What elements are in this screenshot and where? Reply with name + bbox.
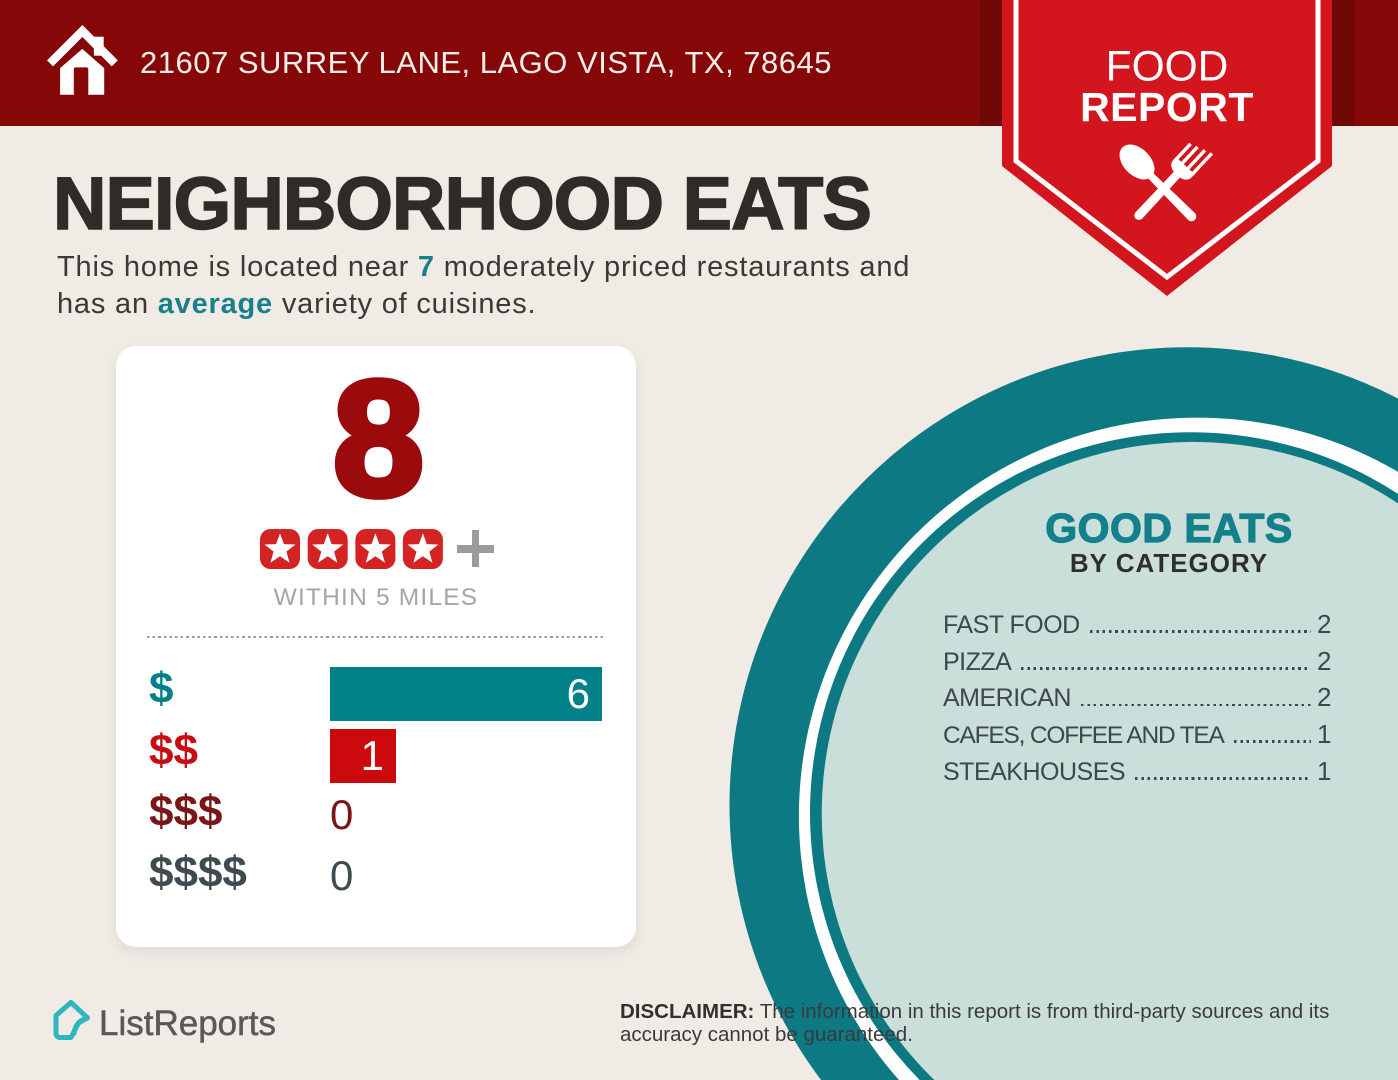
svg-text:REPORT: REPORT [1080, 84, 1254, 130]
svg-text:FOOD: FOOD [1106, 44, 1229, 91]
